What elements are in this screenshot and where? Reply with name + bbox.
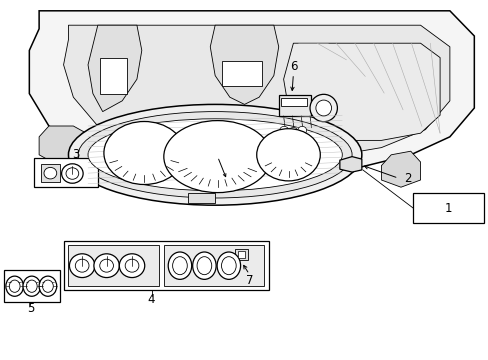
- Ellipse shape: [315, 100, 331, 116]
- Ellipse shape: [163, 121, 271, 193]
- Ellipse shape: [78, 112, 351, 198]
- Ellipse shape: [279, 126, 288, 134]
- Bar: [41, 164, 60, 182]
- Bar: [278, 95, 310, 116]
- Bar: [68, 245, 159, 286]
- Polygon shape: [381, 151, 420, 187]
- Bar: [234, 249, 248, 260]
- Bar: [63, 241, 268, 290]
- Text: 6: 6: [289, 60, 297, 73]
- Ellipse shape: [197, 257, 211, 275]
- Bar: [34, 158, 98, 187]
- Ellipse shape: [256, 129, 320, 181]
- Polygon shape: [283, 43, 439, 140]
- Ellipse shape: [88, 119, 342, 191]
- Text: 7: 7: [245, 274, 253, 287]
- Ellipse shape: [217, 252, 240, 279]
- Text: 1: 1: [444, 202, 452, 215]
- Polygon shape: [29, 11, 473, 173]
- Ellipse shape: [288, 127, 297, 135]
- Ellipse shape: [309, 94, 337, 122]
- Ellipse shape: [42, 280, 53, 292]
- Ellipse shape: [75, 259, 89, 272]
- Ellipse shape: [168, 252, 191, 279]
- Bar: [412, 193, 483, 223]
- Ellipse shape: [297, 126, 306, 134]
- Ellipse shape: [26, 280, 37, 292]
- Polygon shape: [63, 25, 449, 162]
- Ellipse shape: [103, 122, 184, 185]
- Ellipse shape: [61, 164, 83, 183]
- Ellipse shape: [125, 259, 139, 272]
- Text: 3: 3: [72, 148, 80, 161]
- Ellipse shape: [221, 257, 236, 275]
- Bar: [4, 270, 60, 302]
- Bar: [163, 245, 264, 286]
- Bar: [188, 193, 215, 203]
- Polygon shape: [88, 25, 142, 112]
- Ellipse shape: [6, 276, 23, 296]
- Ellipse shape: [66, 168, 79, 179]
- Ellipse shape: [44, 167, 57, 179]
- Polygon shape: [39, 126, 98, 166]
- Bar: [281, 98, 306, 106]
- Bar: [232, 247, 250, 262]
- Text: 5: 5: [26, 302, 34, 315]
- Ellipse shape: [9, 280, 20, 292]
- Ellipse shape: [100, 259, 113, 272]
- Bar: [237, 251, 245, 258]
- Ellipse shape: [94, 254, 119, 278]
- Ellipse shape: [23, 276, 41, 296]
- Ellipse shape: [39, 276, 57, 296]
- Polygon shape: [339, 157, 361, 172]
- Text: 2: 2: [404, 172, 411, 185]
- Bar: [100, 58, 127, 94]
- Ellipse shape: [119, 254, 144, 278]
- Bar: [222, 61, 261, 86]
- Ellipse shape: [172, 257, 187, 275]
- Ellipse shape: [69, 254, 95, 278]
- Text: 4: 4: [147, 293, 155, 306]
- Ellipse shape: [192, 252, 216, 279]
- Polygon shape: [210, 25, 278, 104]
- Ellipse shape: [68, 104, 361, 205]
